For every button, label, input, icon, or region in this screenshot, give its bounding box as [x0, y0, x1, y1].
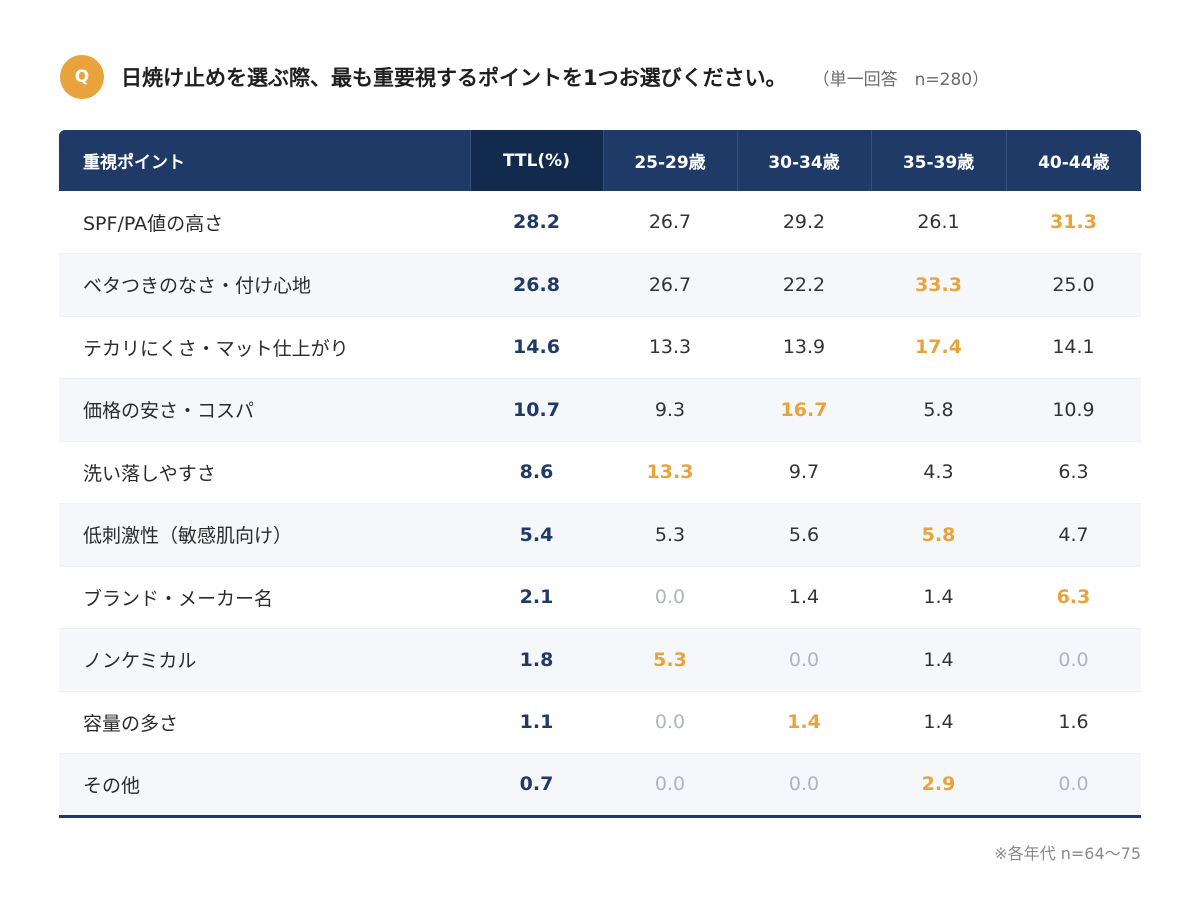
table-row: その他 0.7 0.0 0.0 2.9 0.0: [59, 753, 1141, 817]
value-cell: 4.7: [1006, 503, 1141, 567]
table-header-row: 重視ポイント TTL(%) 25-29歳 30-34歳 35-39歳 40-44…: [59, 130, 1141, 191]
row-label: 容量の多さ: [59, 691, 470, 754]
table-row: ノンケミカル 1.8 5.3 0.0 1.4 0.0: [59, 628, 1141, 692]
value-cell: 22.2: [737, 253, 871, 317]
value-cell: 0.0: [737, 753, 871, 817]
row-label: 価格の安さ・コスパ: [59, 378, 470, 442]
value-cell: 5.6: [737, 503, 871, 567]
value-cell: 5.8: [871, 503, 1006, 567]
table-row: テカリにくさ・マット仕上がり 14.6 13.3 13.9 17.4 14.1: [59, 316, 1141, 379]
value-cell: 33.3: [871, 253, 1006, 317]
header-ttl: TTL(%): [469, 130, 603, 191]
ttl-value-cell: 5.4: [470, 503, 603, 567]
value-cell: 5.3: [603, 628, 737, 692]
table-row: 洗い落しやすさ 8.6 13.3 9.7 4.3 6.3: [59, 441, 1141, 504]
row-label: ブランド・メーカー名: [59, 566, 470, 629]
header-35-39: 35-39歳: [870, 130, 1006, 191]
ttl-value-cell: 8.6: [470, 441, 603, 504]
row-label: ベタつきのなさ・付け心地: [59, 253, 470, 317]
table-row: SPF/PA値の高さ 28.2 26.7 29.2 26.1 31.3: [59, 191, 1141, 254]
row-label: テカリにくさ・マット仕上がり: [59, 316, 470, 379]
value-cell: 1.6: [1006, 691, 1141, 754]
value-cell: 26.7: [603, 191, 737, 254]
row-label: 低刺激性（敏感肌向け）: [59, 503, 470, 567]
header-item: 重視ポイント: [59, 130, 470, 191]
table-row: ブランド・メーカー名 2.1 0.0 1.4 1.4 6.3: [59, 566, 1141, 629]
row-label: SPF/PA値の高さ: [59, 191, 470, 254]
header-30-34: 30-34歳: [736, 130, 871, 191]
value-cell: 31.3: [1006, 191, 1141, 254]
value-cell: 26.7: [603, 253, 737, 317]
question-text: 日焼け止めを選ぶ際、最も重要視するポイントを1つお選びください。: [121, 66, 787, 90]
value-cell: 5.8: [871, 378, 1006, 442]
table-row: 価格の安さ・コスパ 10.7 9.3 16.7 5.8 10.9: [59, 378, 1141, 442]
ttl-value-cell: 0.7: [470, 753, 603, 817]
results-table-container: 重視ポイント TTL(%) 25-29歳 30-34歳 35-39歳 40-44…: [59, 130, 1141, 818]
table-row: ベタつきのなさ・付け心地 26.8 26.7 22.2 33.3 25.0: [59, 253, 1141, 317]
ttl-value-cell: 28.2: [470, 191, 603, 254]
value-cell: 0.0: [1006, 753, 1141, 817]
value-cell: 0.0: [1006, 628, 1141, 692]
ttl-value-cell: 26.8: [470, 253, 603, 317]
question-note: （単一回答 n=280）: [812, 69, 990, 90]
value-cell: 0.0: [737, 628, 871, 692]
value-cell: 29.2: [737, 191, 871, 254]
value-cell: 1.4: [737, 691, 871, 754]
value-cell: 13.3: [603, 316, 737, 379]
ttl-value-cell: 1.8: [470, 628, 603, 692]
value-cell: 13.9: [737, 316, 871, 379]
value-cell: 6.3: [1006, 566, 1141, 629]
value-cell: 6.3: [1006, 441, 1141, 504]
table-row: 容量の多さ 1.1 0.0 1.4 1.4 1.6: [59, 691, 1141, 754]
table-body: SPF/PA値の高さ 28.2 26.7 29.2 26.1 31.3 ベタつきのなさ・付け…: [59, 191, 1141, 817]
value-cell: 13.3: [603, 441, 737, 504]
ttl-value-cell: 10.7: [470, 378, 603, 442]
question-header: Q 日焼け止めを選ぶ際、最も重要視するポイントを1つお選びください。 （単一回答…: [60, 55, 989, 99]
header-40-44: 40-44歳: [1005, 130, 1141, 191]
value-cell: 16.7: [737, 378, 871, 442]
table-row: 低刺激性（敏感肌向け） 5.4 5.3 5.6 5.8 4.7: [59, 503, 1141, 567]
value-cell: 25.0: [1006, 253, 1141, 317]
row-label: ノンケミカル: [59, 628, 470, 692]
ttl-value-cell: 2.1: [470, 566, 603, 629]
q-badge: Q: [60, 55, 104, 99]
value-cell: 26.1: [871, 191, 1006, 254]
value-cell: 4.3: [871, 441, 1006, 504]
value-cell: 1.4: [871, 628, 1006, 692]
ttl-value-cell: 14.6: [470, 316, 603, 379]
header-25-29: 25-29歳: [602, 130, 737, 191]
value-cell: 0.0: [603, 753, 737, 817]
value-cell: 1.4: [737, 566, 871, 629]
row-label: 洗い落しやすさ: [59, 441, 470, 504]
value-cell: 14.1: [1006, 316, 1141, 379]
row-label: その他: [59, 753, 470, 817]
value-cell: 0.0: [603, 566, 737, 629]
value-cell: 10.9: [1006, 378, 1141, 442]
footnote: ※各年代 n=64～75: [994, 844, 1141, 863]
value-cell: 1.4: [871, 691, 1006, 754]
value-cell: 17.4: [871, 316, 1006, 379]
value-cell: 5.3: [603, 503, 737, 567]
results-table: 重視ポイント TTL(%) 25-29歳 30-34歳 35-39歳 40-44…: [59, 130, 1141, 818]
value-cell: 0.0: [603, 691, 737, 754]
value-cell: 2.9: [871, 753, 1006, 817]
value-cell: 9.7: [737, 441, 871, 504]
value-cell: 1.4: [871, 566, 1006, 629]
value-cell: 9.3: [603, 378, 737, 442]
ttl-value-cell: 1.1: [470, 691, 603, 754]
